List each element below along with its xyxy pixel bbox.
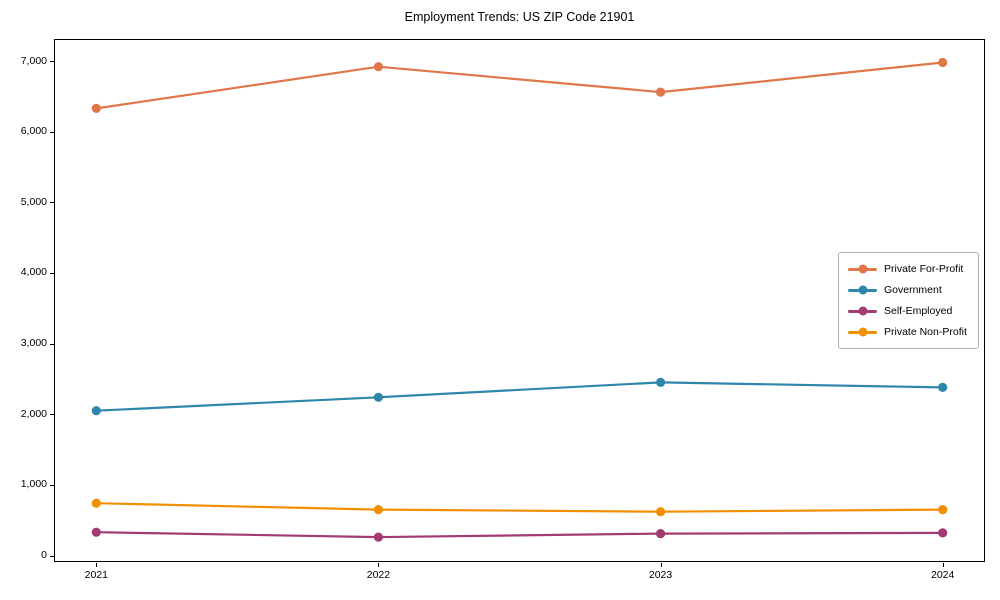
data-point-marker <box>938 57 948 68</box>
data-point-marker <box>938 505 948 515</box>
xtick-mark <box>660 563 662 567</box>
data-point-marker <box>656 377 666 387</box>
xtick-label: 2023 <box>648 569 673 581</box>
ytick-label: 1,000 <box>20 478 47 491</box>
ytick-mark <box>50 555 54 557</box>
data-point-marker <box>373 62 383 72</box>
ytick-mark <box>50 202 54 204</box>
line-series-private-non-profit <box>96 502 943 513</box>
ytick-label: 5,000 <box>20 195 47 208</box>
legend-item-government: Government <box>848 282 969 298</box>
xtick-mark <box>942 563 944 567</box>
plot-svg <box>91 57 948 542</box>
ytick-label: 2,000 <box>20 407 47 420</box>
xtick-label: 2024 <box>930 569 955 581</box>
ytick-mark <box>50 131 54 133</box>
ytick-mark <box>50 61 54 63</box>
data-point-marker <box>373 532 383 542</box>
line-series-self-employed <box>96 531 943 539</box>
legend-label: Self-Employed <box>884 305 953 317</box>
data-point-marker <box>656 507 666 517</box>
legend-item-self-employed: Self-Employed <box>848 303 969 319</box>
ytick-mark <box>50 484 54 486</box>
xtick-mark <box>378 563 380 567</box>
data-point-marker <box>91 527 101 537</box>
ytick-label: 0 <box>41 549 47 561</box>
ytick-mark <box>50 414 54 416</box>
legend-label: Private For-Profit <box>884 263 964 275</box>
ytick-label: 4,000 <box>20 266 47 279</box>
xtick-label: 2021 <box>84 569 108 581</box>
data-point-marker <box>91 498 101 508</box>
legend-line-marker-icon <box>848 264 877 274</box>
legend-line-marker-icon <box>848 285 877 295</box>
data-point-marker <box>938 528 948 538</box>
legend-label: Government <box>884 284 942 296</box>
line-series-private-for-profit <box>96 61 943 110</box>
legend-label: Private Non-Profit <box>884 326 967 338</box>
data-point-marker <box>656 87 666 97</box>
ytick-mark <box>50 343 54 345</box>
data-point-marker <box>91 103 101 113</box>
xtick-mark <box>96 563 98 567</box>
data-point-marker <box>373 392 383 402</box>
ytick-label: 7,000 <box>20 54 47 67</box>
ytick-label: 6,000 <box>20 125 47 138</box>
legend-line-marker-icon <box>848 306 877 316</box>
legend-item-private-non-profit: Private Non-Profit <box>848 324 969 340</box>
data-point-marker <box>656 529 666 539</box>
legend: Private For-Profit Government Self-Emplo… <box>838 252 979 349</box>
ytick-label: 3,000 <box>20 337 47 350</box>
legend-line-marker-icon <box>848 327 877 337</box>
legend-item-private-for-profit: Private For-Profit <box>848 261 969 277</box>
data-point-marker <box>938 382 948 392</box>
line-series-government <box>96 381 943 412</box>
chart-title: Employment Trends: US ZIP Code 21901 <box>404 10 635 24</box>
data-point-marker <box>91 406 101 416</box>
data-point-marker <box>373 505 383 515</box>
ytick-mark <box>50 272 54 274</box>
xtick-label: 2022 <box>366 569 391 581</box>
plot-area <box>54 39 985 562</box>
